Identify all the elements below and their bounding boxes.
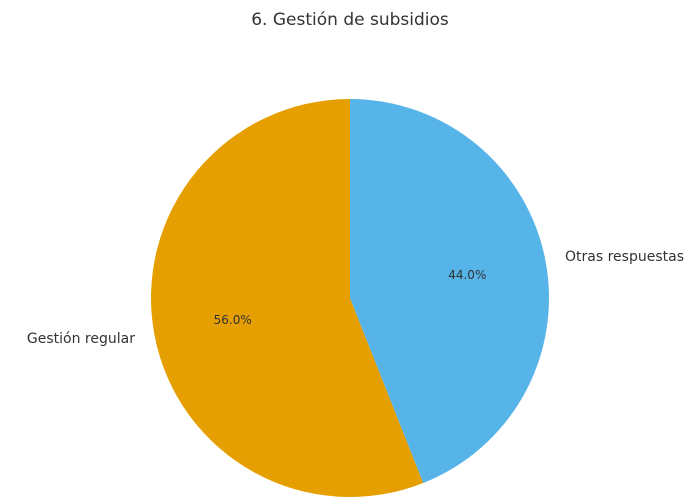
chart-title: 6. Gestión de subsidios — [251, 10, 449, 30]
category-label: Otras respuestas — [565, 249, 684, 265]
value-label: 44.0% — [448, 268, 486, 282]
pie-slice — [350, 99, 550, 484]
pie-slice — [151, 99, 424, 497]
category-label: Gestión regular — [27, 331, 135, 347]
value-label: 56.0% — [214, 313, 252, 327]
